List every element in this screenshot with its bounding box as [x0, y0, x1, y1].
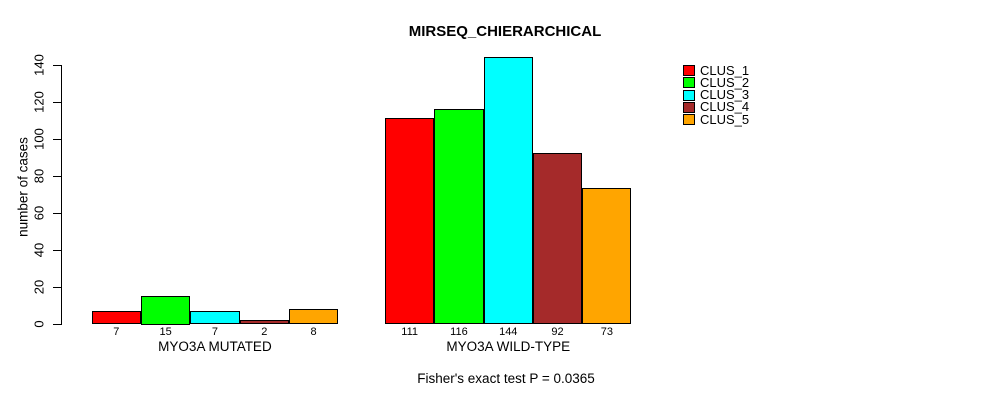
y-tick — [53, 249, 61, 251]
legend-swatch-clus-5 — [683, 114, 695, 126]
y-tick — [53, 175, 61, 177]
y-tick — [53, 138, 61, 140]
bar-value-label: 116 — [450, 326, 468, 338]
bar-myo3a-mutated-clus-1 — [91, 310, 141, 325]
y-tick — [53, 212, 61, 214]
bar-value-label: 92 — [551, 326, 564, 338]
bar-value-label: 7 — [113, 326, 120, 338]
y-axis — [61, 64, 62, 325]
legend-swatch-clus-4 — [683, 101, 695, 113]
group-label-myo3a-wild-type: MYO3A WILD-TYPE — [446, 339, 571, 354]
bar-myo3a-mutated-clus-5 — [288, 308, 339, 325]
legend-label-clus-4: CLUS_4 — [700, 99, 750, 115]
bar-value-label: 8 — [310, 326, 317, 338]
bar-myo3a-wild-type-clus-3 — [483, 57, 533, 325]
bar-value-label: 111 — [401, 326, 419, 338]
bar-value-label: 7 — [211, 326, 218, 338]
legend-swatch-clus-2 — [683, 77, 695, 89]
bar-myo3a-wild-type-clus-1 — [385, 118, 435, 325]
bar-myo3a-wild-type-clus-4 — [532, 153, 583, 325]
group-label-myo3a-mutated: MYO3A MUTATED — [158, 339, 272, 354]
y-tick — [53, 286, 61, 288]
bar-myo3a-mutated-clus-3 — [190, 310, 240, 325]
legend-swatch-clus-3 — [683, 89, 695, 101]
bar-value-label: 73 — [600, 326, 613, 338]
bar-myo3a-wild-type-clus-2 — [434, 108, 484, 325]
y-tick — [53, 101, 61, 103]
legend-label-clus-2: CLUS_2 — [700, 74, 750, 90]
bar-myo3a-mutated-clus-4 — [239, 319, 289, 325]
y-tick — [53, 323, 61, 325]
fisher-test-annotation: Fisher's exact test P = 0.0365 — [417, 371, 595, 386]
y-tick — [53, 64, 61, 66]
bar-value-label: 2 — [261, 326, 268, 338]
legend-label-clus-3: CLUS_3 — [700, 87, 750, 103]
legend-swatch-clus-1 — [683, 65, 695, 76]
chart-title: MIRSEQ_CHIERARCHICAL — [408, 23, 602, 40]
bar-value-label: 144 — [499, 326, 518, 338]
bar-value-label: 15 — [159, 326, 172, 338]
bar-myo3a-wild-type-clus-5 — [582, 188, 632, 325]
legend-label-clus-5: CLUS_5 — [700, 111, 750, 127]
bar-myo3a-mutated-clus-2 — [141, 295, 191, 325]
legend-label-clus-1: CLUS_1 — [700, 62, 750, 78]
